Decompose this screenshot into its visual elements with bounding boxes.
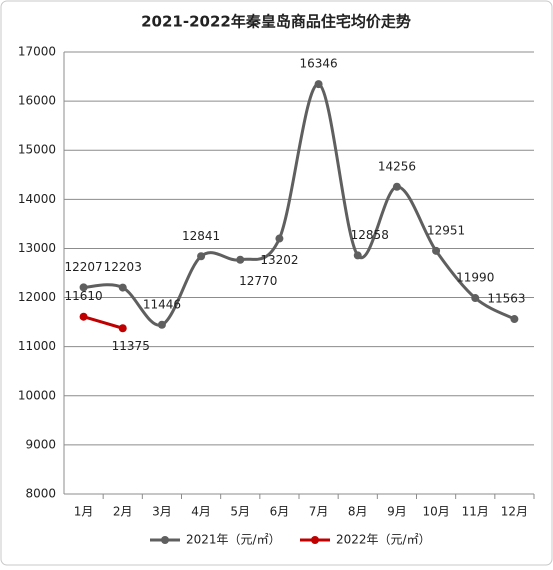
y-tick-label: 12000 xyxy=(18,290,56,304)
y-tick-label: 11000 xyxy=(18,339,56,353)
legend-label: 2021年（元/㎡） xyxy=(186,533,281,547)
x-tick-label: 9月 xyxy=(387,505,407,519)
x-tick-label: 11月 xyxy=(462,505,489,519)
x-tick-label: 6月 xyxy=(270,505,290,519)
x-tick-label: 10月 xyxy=(422,505,449,519)
data-label: 14256 xyxy=(378,159,416,173)
chart-title: 2021-2022年秦皇岛商品住宅均价走势 xyxy=(141,13,411,31)
x-tick-label: 12月 xyxy=(501,505,528,519)
point xyxy=(118,324,127,333)
point xyxy=(236,255,245,264)
data-label: 12203 xyxy=(104,260,142,274)
point xyxy=(314,80,323,89)
y-tick-label: 15000 xyxy=(18,143,56,157)
data-label: 12841 xyxy=(182,229,220,243)
x-tick-label: 5月 xyxy=(230,505,250,519)
point xyxy=(275,234,284,243)
data-label: 12951 xyxy=(427,223,465,237)
y-tick-label: 17000 xyxy=(18,45,56,59)
x-tick-label: 2月 xyxy=(113,505,133,519)
point xyxy=(79,283,88,292)
data-label: 11375 xyxy=(112,339,150,353)
point xyxy=(157,320,166,329)
x-tick-label: 1月 xyxy=(74,505,94,519)
x-tick-label: 3月 xyxy=(152,505,172,519)
data-label: 11446 xyxy=(143,297,181,311)
x-tick-label: 8月 xyxy=(348,505,368,519)
point xyxy=(392,182,401,191)
point xyxy=(432,246,441,255)
point xyxy=(79,312,88,321)
y-tick-label: 13000 xyxy=(18,241,56,255)
legend-marker xyxy=(311,536,319,544)
data-label: 12770 xyxy=(239,274,277,288)
point xyxy=(118,283,127,292)
data-label: 11990 xyxy=(456,271,494,285)
data-label: 12207 xyxy=(64,260,102,274)
data-label: 11563 xyxy=(487,292,525,306)
point xyxy=(353,251,362,260)
x-tick-label: 4月 xyxy=(191,505,211,519)
data-label: 13202 xyxy=(260,253,298,267)
y-tick-label: 14000 xyxy=(18,192,56,206)
point xyxy=(471,294,480,303)
legend-marker xyxy=(161,536,169,544)
x-tick-label: 7月 xyxy=(309,505,329,519)
point xyxy=(510,315,519,324)
legend-label: 2022年（元/㎡） xyxy=(336,533,431,547)
data-label: 12858 xyxy=(351,228,389,242)
y-tick-label: 8000 xyxy=(25,487,56,501)
point xyxy=(197,252,206,261)
y-tick-label: 16000 xyxy=(18,94,56,108)
data-label: 11610 xyxy=(64,289,102,303)
y-tick-label: 10000 xyxy=(18,388,56,402)
data-label: 16346 xyxy=(299,57,337,71)
y-tick-label: 9000 xyxy=(25,437,56,451)
